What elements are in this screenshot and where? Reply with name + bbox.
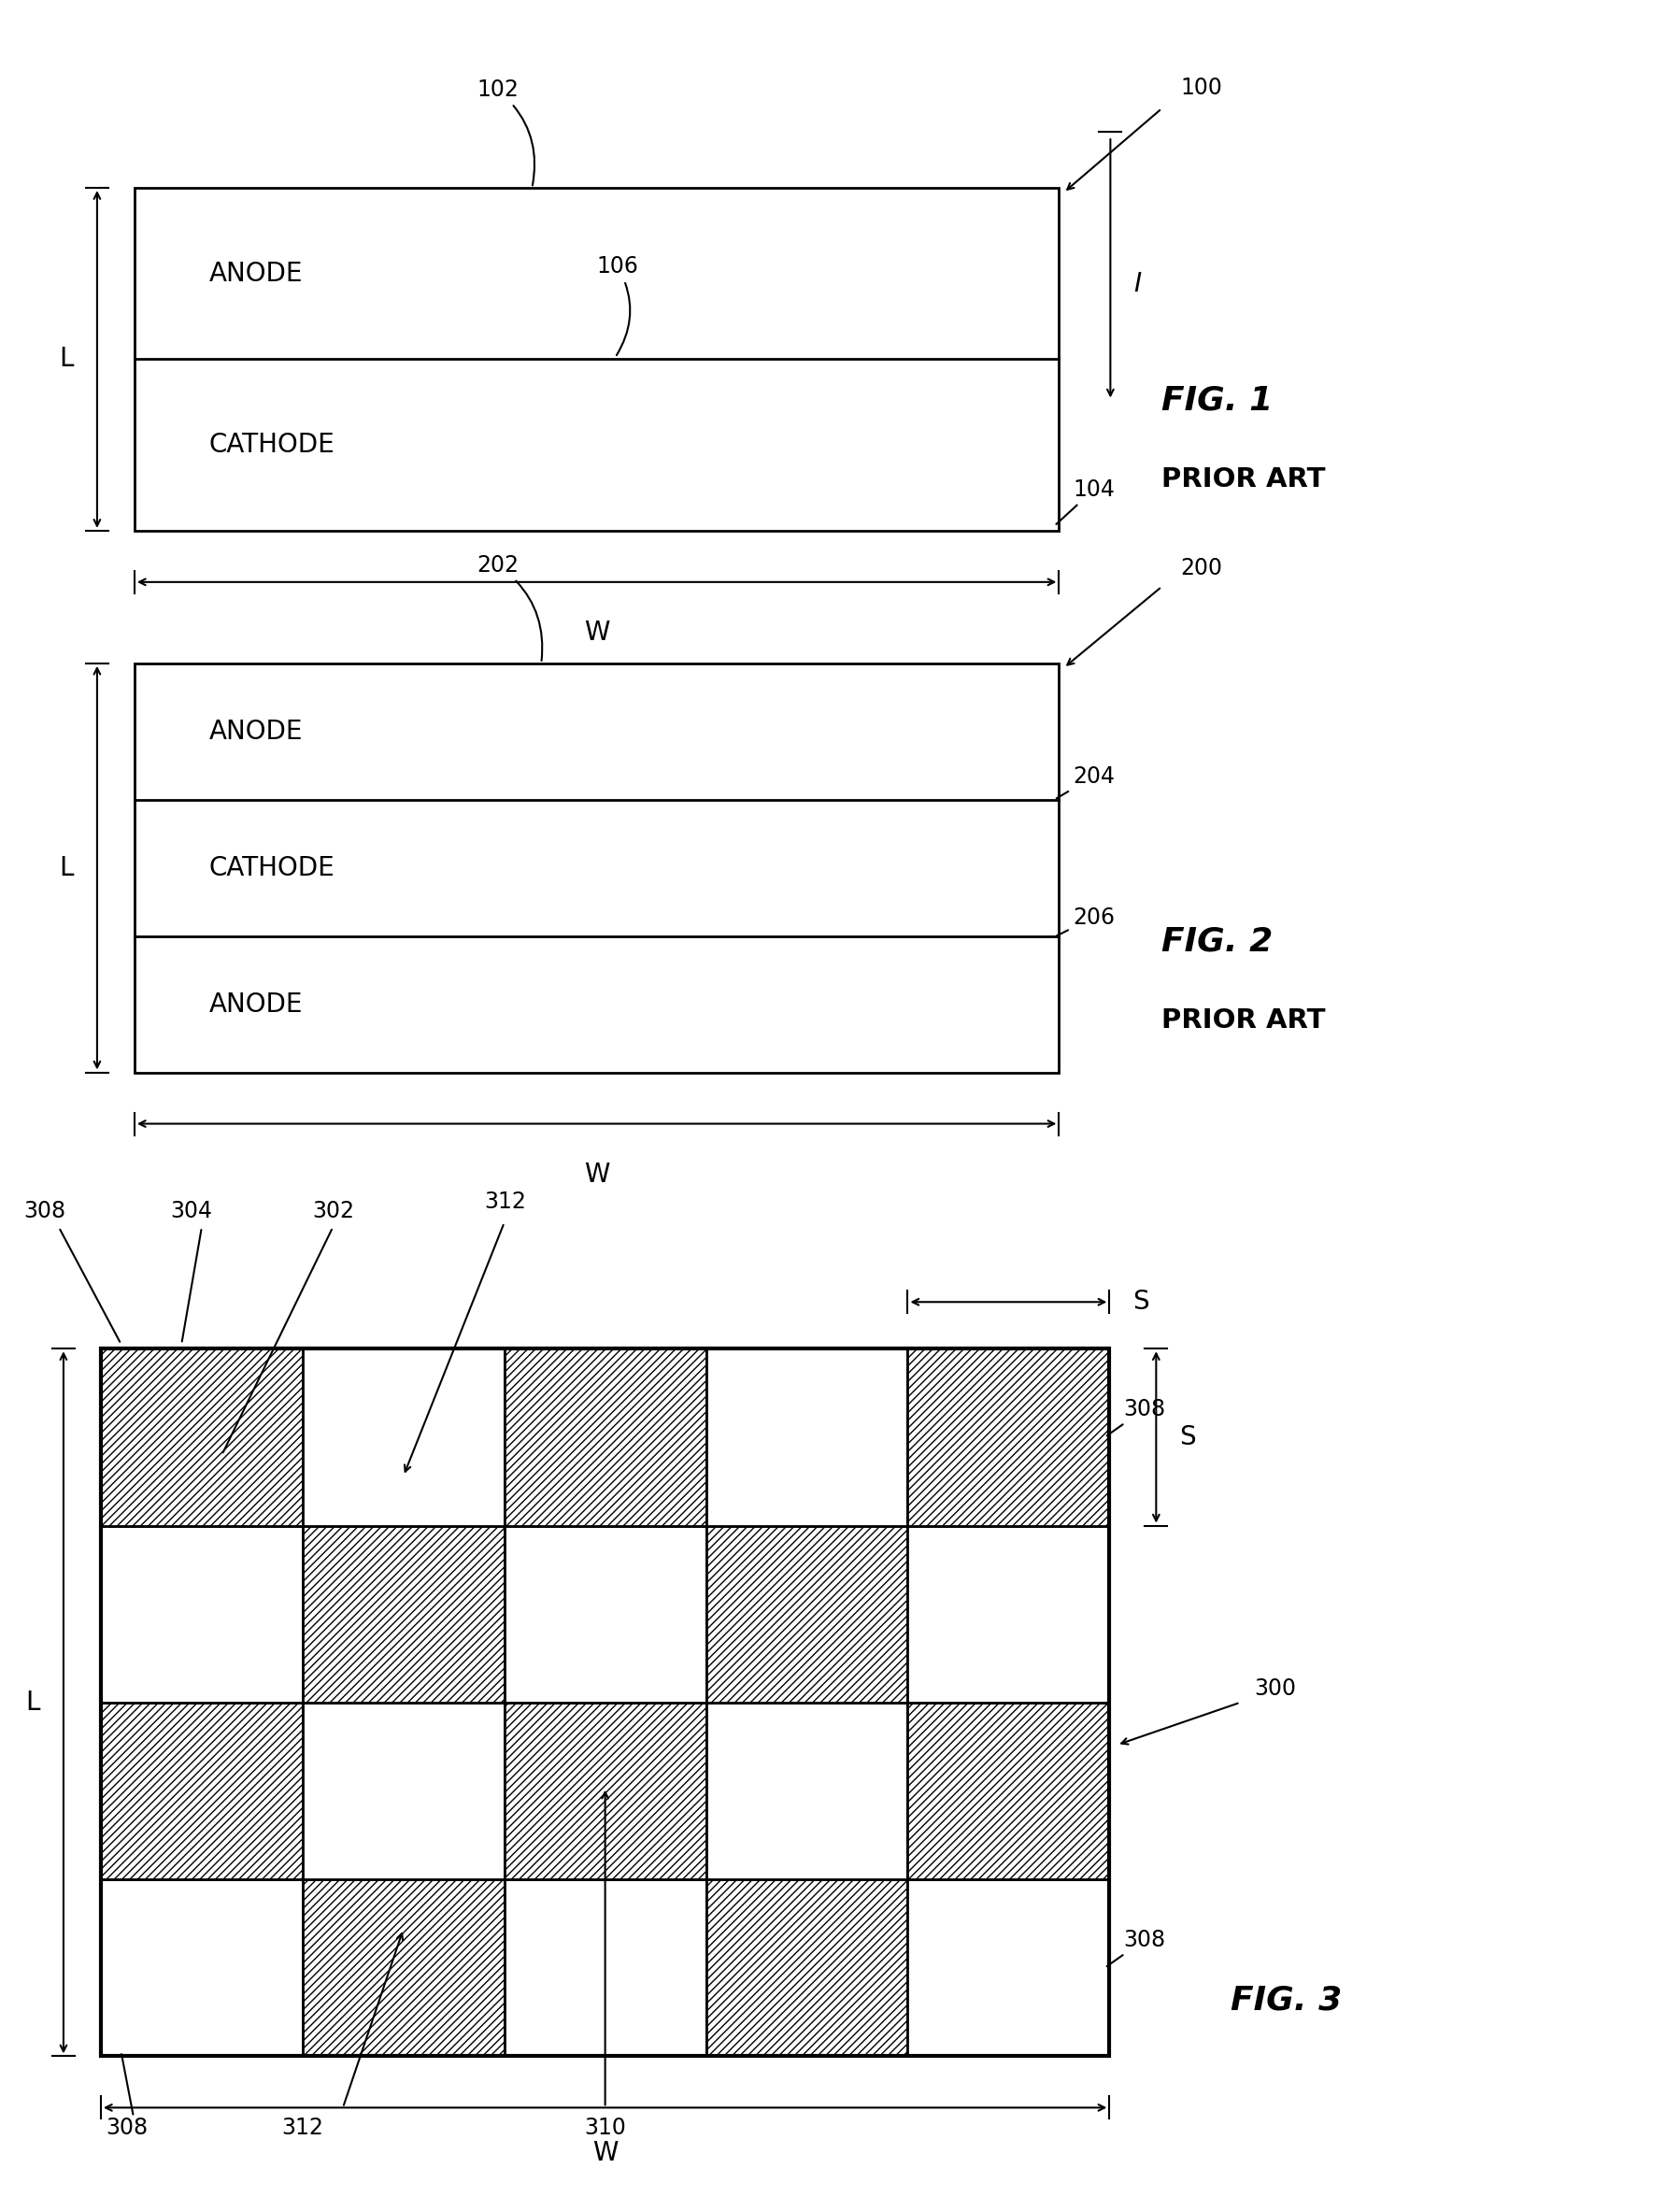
Text: 206: 206	[1057, 907, 1114, 935]
Text: 308: 308	[1105, 1928, 1164, 1966]
Bar	[101, 1702, 302, 1879]
Bar	[706, 1702, 907, 1879]
Bar	[504, 1526, 706, 1702]
Text: L: L	[59, 347, 74, 371]
Bar	[504, 1879, 706, 2056]
Bar	[302, 1526, 504, 1702]
Text: CATHODE: CATHODE	[208, 431, 334, 458]
Text: 104: 104	[1055, 478, 1114, 524]
Text: 310: 310	[585, 2116, 625, 2140]
Text: 308: 308	[1105, 1397, 1164, 1435]
Text: 106: 106	[596, 256, 638, 356]
Bar	[101, 1879, 302, 2056]
Bar	[302, 1349, 504, 1526]
Text: FIG. 2: FIG. 2	[1161, 926, 1272, 957]
Text: 200: 200	[1179, 557, 1221, 579]
Text: 102: 102	[477, 80, 534, 186]
Bar	[907, 1526, 1109, 1702]
Bar	[706, 1349, 907, 1526]
Text: ANODE: ANODE	[208, 261, 302, 287]
Bar	[101, 1526, 302, 1702]
Bar	[101, 1349, 1109, 2056]
Text: 312: 312	[282, 2116, 323, 2140]
Text: 202: 202	[477, 555, 543, 661]
Bar	[134, 188, 1058, 531]
Text: 302: 302	[312, 1201, 354, 1223]
Bar	[706, 1879, 907, 2056]
Text: FIG. 1: FIG. 1	[1161, 385, 1272, 416]
Bar	[706, 1526, 907, 1702]
Text: PRIOR ART: PRIOR ART	[1161, 1008, 1326, 1035]
Text: 204: 204	[1057, 765, 1114, 798]
Bar	[504, 1702, 706, 1879]
Text: W: W	[583, 619, 610, 646]
Text: ANODE: ANODE	[208, 719, 302, 745]
Text: 100: 100	[1179, 77, 1221, 99]
Bar	[907, 1879, 1109, 2056]
Text: 312: 312	[484, 1192, 526, 1214]
Bar	[302, 1702, 504, 1879]
Text: FIG. 3: FIG. 3	[1230, 1983, 1342, 2016]
Bar	[134, 663, 1058, 1072]
Text: S: S	[1179, 1424, 1194, 1450]
Text: L: L	[25, 1689, 40, 1716]
Text: W: W	[591, 2140, 618, 2167]
Bar	[504, 1349, 706, 1526]
Bar	[302, 1879, 504, 2056]
Bar	[907, 1349, 1109, 1526]
Text: CATHODE: CATHODE	[208, 856, 334, 880]
Text: 300: 300	[1253, 1678, 1295, 1700]
Text: W: W	[583, 1161, 610, 1187]
Text: L: L	[59, 856, 74, 880]
Text: 308: 308	[106, 2116, 148, 2140]
Text: 308: 308	[24, 1201, 66, 1223]
Text: ANODE: ANODE	[208, 991, 302, 1017]
Text: PRIOR ART: PRIOR ART	[1161, 467, 1326, 493]
Text: I: I	[1132, 270, 1141, 296]
Bar	[907, 1702, 1109, 1879]
Text: 304: 304	[170, 1201, 213, 1223]
Text: S: S	[1132, 1289, 1149, 1316]
Bar	[101, 1349, 302, 1526]
